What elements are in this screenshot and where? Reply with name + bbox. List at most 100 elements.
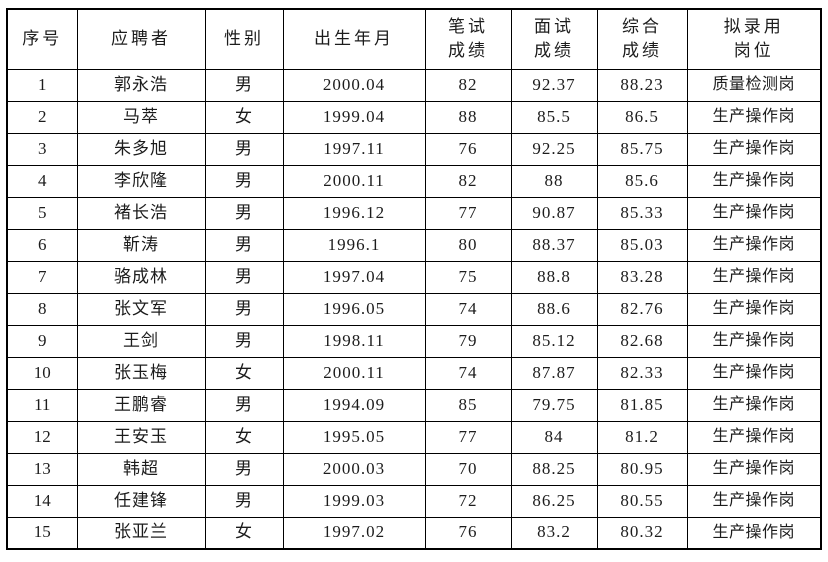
table-row: 8 张文军男 1996.05 74 88.6 82.76 生产操作岗	[6, 292, 822, 326]
cell-birth: 1998.11	[282, 324, 426, 358]
cell-position: 生产操作岗	[686, 164, 822, 198]
cell-index: 14	[6, 484, 78, 518]
cell-position: 生产操作岗	[686, 228, 822, 262]
cell-interview: 84	[510, 420, 598, 454]
cell-index: 2	[6, 100, 78, 134]
cell-name: 褚长浩	[76, 196, 206, 230]
header-cell-written: 笔试 成绩	[424, 8, 512, 70]
cell-gender: 男	[204, 164, 284, 198]
cell-name: 靳涛	[76, 228, 206, 262]
cell-written: 76	[424, 516, 512, 550]
cell-interview: 92.37	[510, 68, 598, 102]
cell-composite: 80.95	[596, 452, 688, 486]
cell-gender: 男	[204, 132, 284, 166]
cell-birth: 2000.11	[282, 356, 426, 390]
header-cell-gender: 性别	[204, 8, 284, 70]
cell-position: 生产操作岗	[686, 132, 822, 166]
table-row: 10 张玉梅女 2000.11 74 87.87 82.33 生产操作岗	[6, 356, 822, 390]
cell-composite: 85.03	[596, 228, 688, 262]
header-cell-index: 序号	[6, 8, 78, 70]
cell-composite: 82.68	[596, 324, 688, 358]
header-row: 序号 应聘者 性别 出生年月 笔试 成绩 面试 成绩 综合 成绩 拟录用 岗位	[6, 8, 822, 70]
cell-position: 质量检测岗	[686, 68, 822, 102]
cell-birth: 1996.1	[282, 228, 426, 262]
cell-composite: 88.23	[596, 68, 688, 102]
cell-composite: 82.76	[596, 292, 688, 326]
cell-index: 5	[6, 196, 78, 230]
cell-name: 马萃	[76, 100, 206, 134]
cell-position: 生产操作岗	[686, 324, 822, 358]
header-cell-composite: 综合 成绩	[596, 8, 688, 70]
table-row: 2 马萃女 1999.04 88 85.5 86.5 生产操作岗	[6, 100, 822, 134]
cell-written: 85	[424, 388, 512, 422]
table-row: 15 张亚兰女 1997.02 76 83.2 80.32 生产操作岗	[6, 516, 822, 550]
cell-birth: 2000.04	[282, 68, 426, 102]
cell-gender: 男	[204, 484, 284, 518]
cell-gender: 男	[204, 452, 284, 486]
cell-position: 生产操作岗	[686, 484, 822, 518]
cell-composite: 80.32	[596, 516, 688, 550]
cell-gender: 女	[204, 100, 284, 134]
table-body: 1 郭永浩男 2000.04 82 92.37 88.23 质量检测岗 2 马萃女 1999.04…	[6, 68, 822, 550]
cell-gender: 男	[204, 292, 284, 326]
cell-position: 生产操作岗	[686, 100, 822, 134]
cell-name: 骆成林	[76, 260, 206, 294]
cell-written: 74	[424, 292, 512, 326]
cell-name: 张亚兰	[76, 516, 206, 550]
cell-birth: 1994.09	[282, 388, 426, 422]
cell-gender: 男	[204, 324, 284, 358]
cell-position: 生产操作岗	[686, 516, 822, 550]
cell-interview: 88.37	[510, 228, 598, 262]
cell-interview: 86.25	[510, 484, 598, 518]
cell-name: 朱多旭	[76, 132, 206, 166]
cell-written: 70	[424, 452, 512, 486]
cell-gender: 男	[204, 196, 284, 230]
cell-position: 生产操作岗	[686, 356, 822, 390]
cell-interview: 88.25	[510, 452, 598, 486]
cell-written: 82	[424, 164, 512, 198]
table-row: 13 韩超男 2000.03 70 88.25 80.95 生产操作岗	[6, 452, 822, 486]
cell-index: 11	[6, 388, 78, 422]
cell-name: 郭永浩	[76, 68, 206, 102]
cell-interview: 88.8	[510, 260, 598, 294]
cell-position: 生产操作岗	[686, 292, 822, 326]
cell-gender: 男	[204, 68, 284, 102]
cell-name: 任建锋	[76, 484, 206, 518]
header-cell-name: 应聘者	[76, 8, 206, 70]
cell-birth: 2000.03	[282, 452, 426, 486]
cell-birth: 1997.11	[282, 132, 426, 166]
cell-index: 15	[6, 516, 78, 550]
table-row: 5 褚长浩男 1996.12 77 90.87 85.33 生产操作岗	[6, 196, 822, 230]
cell-birth: 1995.05	[282, 420, 426, 454]
table-row: 14 任建锋男 1999.03 72 86.25 80.55 生产操作岗	[6, 484, 822, 518]
cell-composite: 82.33	[596, 356, 688, 390]
cell-name: 李欣隆	[76, 164, 206, 198]
cell-gender: 女	[204, 356, 284, 390]
table-row: 4 李欣隆男 2000.11 82 88 85.6 生产操作岗	[6, 164, 822, 198]
cell-index: 8	[6, 292, 78, 326]
cell-written: 79	[424, 324, 512, 358]
cell-gender: 男	[204, 260, 284, 294]
header-cell-interview: 面试 成绩	[510, 8, 598, 70]
cell-index: 13	[6, 452, 78, 486]
cell-position: 生产操作岗	[686, 452, 822, 486]
cell-index: 4	[6, 164, 78, 198]
cell-interview: 79.75	[510, 388, 598, 422]
cell-interview: 88	[510, 164, 598, 198]
cell-gender: 女	[204, 516, 284, 550]
cell-birth: 1996.05	[282, 292, 426, 326]
cell-written: 88	[424, 100, 512, 134]
cell-written: 72	[424, 484, 512, 518]
cell-name: 张玉梅	[76, 356, 206, 390]
cell-index: 7	[6, 260, 78, 294]
table-row: 3 朱多旭男 1997.11 76 92.25 85.75 生产操作岗	[6, 132, 822, 166]
cell-composite: 81.85	[596, 388, 688, 422]
cell-composite: 83.28	[596, 260, 688, 294]
table-row: 12 王安玉女 1995.05 77 84 81.2 生产操作岗	[6, 420, 822, 454]
cell-interview: 85.12	[510, 324, 598, 358]
cell-index: 3	[6, 132, 78, 166]
cell-index: 10	[6, 356, 78, 390]
cell-position: 生产操作岗	[686, 196, 822, 230]
cell-written: 82	[424, 68, 512, 102]
